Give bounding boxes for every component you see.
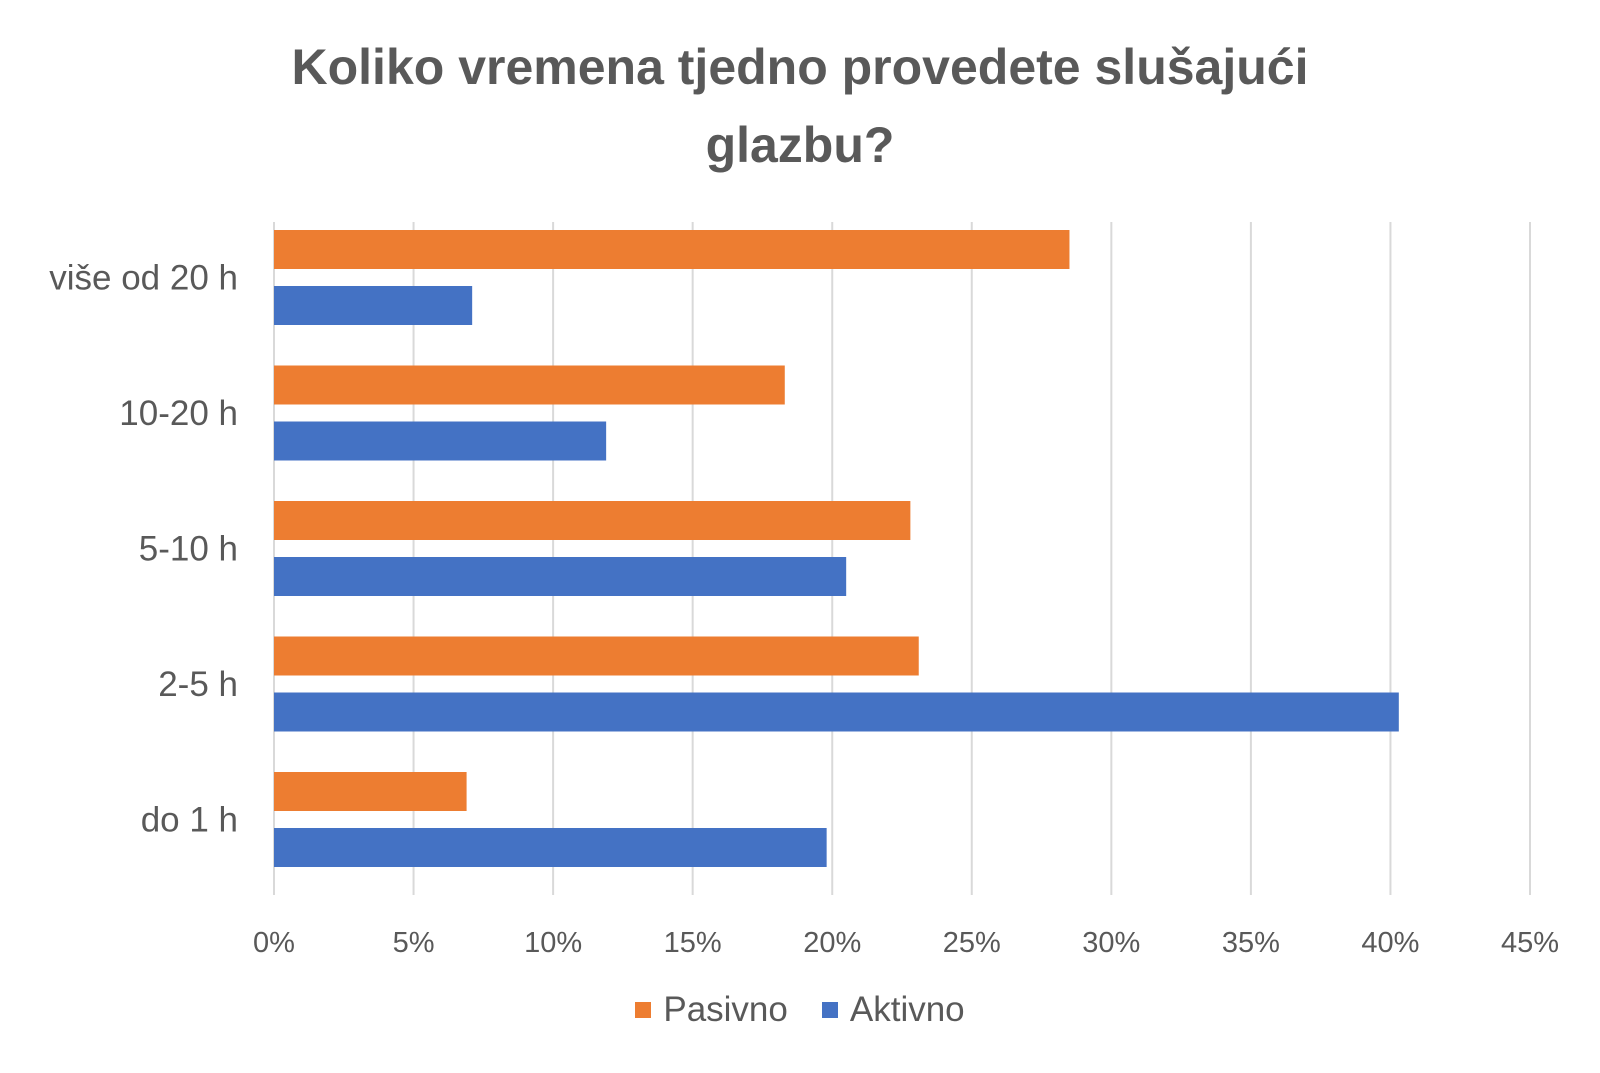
- category-label: 10-20 h: [119, 394, 238, 433]
- bar-aktivno[interactable]: [274, 557, 847, 596]
- legend-label-aktivno: Aktivno: [849, 990, 965, 1029]
- category-label: 2-5 h: [158, 665, 238, 704]
- category-labels: više od 20 h 10-20 h 5-10 h 2-5 h do 1 h: [49, 259, 238, 840]
- legend-item-aktivno[interactable]: Aktivno: [821, 990, 965, 1030]
- x-tick-label: 40%: [1361, 927, 1419, 959]
- chart-title-line-2: glazbu?: [705, 117, 895, 173]
- legend: Pasivno Aktivno: [0, 990, 1600, 1030]
- bar-pasivno[interactable]: [274, 772, 467, 811]
- x-tick-label: 15%: [664, 927, 722, 959]
- legend-swatch-aktivno: [821, 1002, 838, 1018]
- chart-title-line-1: Koliko vremena tjedno provedete slušajuć…: [291, 39, 1309, 95]
- bar-aktivno[interactable]: [274, 692, 1399, 732]
- bar-pasivno[interactable]: [274, 365, 785, 405]
- bar-aktivno[interactable]: [274, 286, 473, 325]
- bar-aktivno[interactable]: [274, 421, 607, 461]
- x-tick-label: 5%: [393, 927, 435, 959]
- x-tick-label: 30%: [1082, 927, 1140, 959]
- legend-item-pasivno[interactable]: Pasivno: [635, 990, 788, 1030]
- legend-label-pasivno: Pasivno: [663, 990, 788, 1029]
- x-tick-label: 0%: [253, 927, 295, 959]
- x-tick-label: 35%: [1222, 927, 1280, 959]
- chart-title: Koliko vremena tjedno provedete slušajuć…: [0, 28, 1600, 184]
- category-label: do 1 h: [141, 801, 238, 840]
- bar-pasivno[interactable]: [274, 636, 919, 676]
- bar-pasivno[interactable]: [274, 230, 1070, 269]
- legend-swatch-pasivno: [635, 1002, 652, 1018]
- category-label: više od 20 h: [49, 259, 238, 298]
- x-tick-label: 20%: [803, 927, 861, 959]
- x-axis-tick-labels: 0% 5% 10% 15% 20% 25% 30% 35% 40% 45%: [253, 927, 1559, 959]
- x-tick-label: 25%: [943, 927, 1001, 959]
- x-tick-label: 10%: [524, 927, 582, 959]
- x-tick-label: 45%: [1501, 927, 1559, 959]
- bars: [274, 230, 1399, 867]
- bar-pasivno[interactable]: [274, 501, 911, 540]
- category-label: 5-10 h: [139, 530, 238, 569]
- bar-aktivno[interactable]: [274, 828, 827, 867]
